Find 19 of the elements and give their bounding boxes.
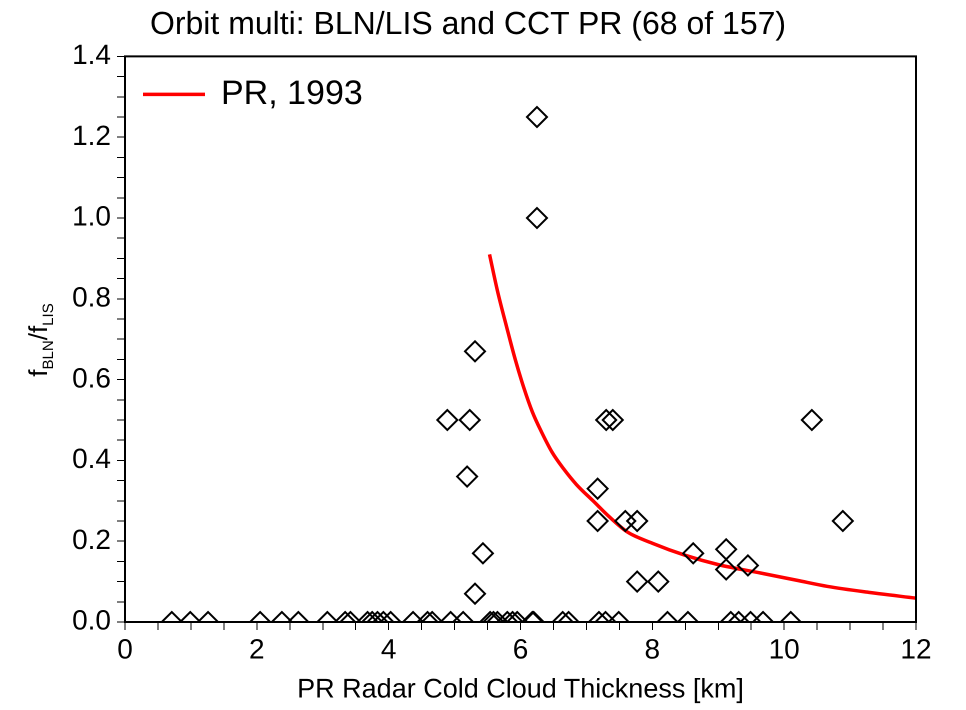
legend-label: PR, 1993 <box>221 74 363 112</box>
x-tick-label: 12 <box>900 634 932 665</box>
y-tick-label: 1.0 <box>72 200 111 232</box>
y-tick-label: 0.6 <box>72 362 111 394</box>
x-tick-label: 6 <box>512 634 528 665</box>
y-tick-label: 0.8 <box>72 282 111 313</box>
y-tick-label: 0.2 <box>72 524 111 555</box>
y-tick-label: 0.4 <box>72 443 111 474</box>
x-tick-label: 0 <box>117 634 133 665</box>
x-tick-label: 10 <box>768 634 800 665</box>
line-series <box>488 252 916 600</box>
y-tick-label: 1.2 <box>72 120 111 151</box>
chart-title: Orbit multi: BLN/LIS and CCT PR (68 of 157) <box>150 5 786 42</box>
x-tick-label: 8 <box>644 634 660 665</box>
x-axis-title: PR Radar Cold Cloud Thickness [km] <box>297 673 744 704</box>
y-tick-label: 0.0 <box>72 604 111 636</box>
x-tick-label: 2 <box>249 634 265 665</box>
x-tick-label: 4 <box>380 634 396 665</box>
y-tick-label: 1.4 <box>72 39 111 70</box>
